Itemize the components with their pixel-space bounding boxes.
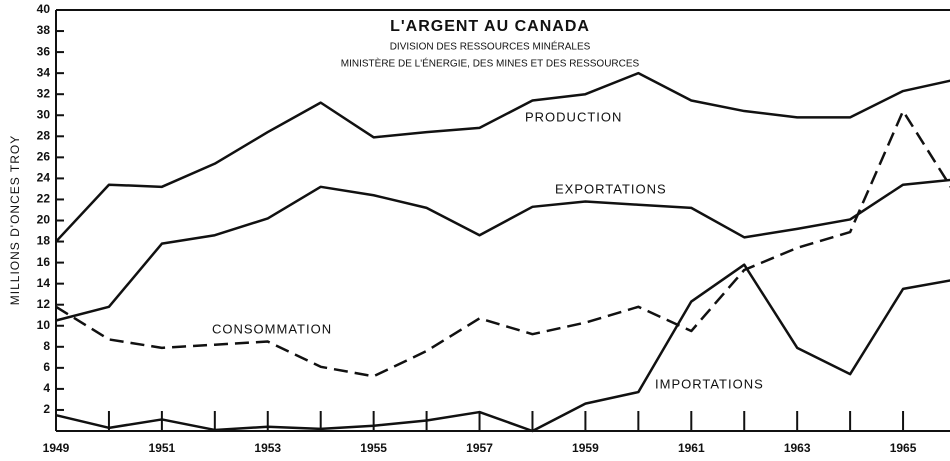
chart-subtitle: MINISTÈRE DE L'ÉNERGIE, DES MINES ET DES… xyxy=(341,57,640,70)
y-tick-label: 18 xyxy=(37,234,51,248)
y-tick-label: 14 xyxy=(37,276,51,290)
x-tick-label: 1965 xyxy=(890,441,917,455)
series-label: CONSOMMATION xyxy=(212,321,332,336)
series-line xyxy=(55,109,950,378)
y-tick-label: 36 xyxy=(37,44,51,58)
y-tick-label: 20 xyxy=(37,213,51,227)
y-tick-label: 38 xyxy=(37,23,51,37)
series-line xyxy=(55,178,950,322)
x-tick-label: 1951 xyxy=(149,441,176,455)
x-tick-label: 1949 xyxy=(43,441,70,455)
y-tick-label: 40 xyxy=(37,2,51,16)
y-tick-label: 32 xyxy=(37,86,51,100)
x-tick-label: 1957 xyxy=(466,441,493,455)
y-tick-label: 2 xyxy=(43,402,50,416)
y-tick-label: 6 xyxy=(43,360,50,374)
series-line xyxy=(55,71,950,243)
y-axis-label: MILLIONS D'ONCES TROY xyxy=(8,135,22,305)
chart-subtitle: DIVISION DES RESSOURCES MINÉRALES xyxy=(390,40,591,53)
x-tick-label: 1961 xyxy=(678,441,705,455)
series-label: EXPORTATIONS xyxy=(555,181,667,196)
y-tick-label: 30 xyxy=(37,107,51,121)
series-label: IMPORTATIONS xyxy=(655,376,764,391)
x-tick-label: 1959 xyxy=(572,441,599,455)
y-tick-label: 10 xyxy=(37,318,51,332)
y-tick-label: 28 xyxy=(37,128,51,142)
y-tick-label: 24 xyxy=(37,171,51,185)
y-tick-label: 4 xyxy=(43,381,50,395)
y-tick-label: 34 xyxy=(37,65,51,79)
x-tick-label: 1953 xyxy=(254,441,281,455)
y-tick-label: 12 xyxy=(37,297,51,311)
y-tick-label: 22 xyxy=(37,192,51,206)
series-label: PRODUCTION xyxy=(525,109,622,124)
y-tick-label: 16 xyxy=(37,255,51,269)
series-line xyxy=(55,263,950,433)
x-tick-label: 1955 xyxy=(360,441,387,455)
chart-title: L'ARGENT AU CANADA xyxy=(390,18,590,35)
y-tick-label: 26 xyxy=(37,150,51,164)
y-tick-label: 8 xyxy=(43,339,50,353)
x-tick-label: 1963 xyxy=(784,441,811,455)
